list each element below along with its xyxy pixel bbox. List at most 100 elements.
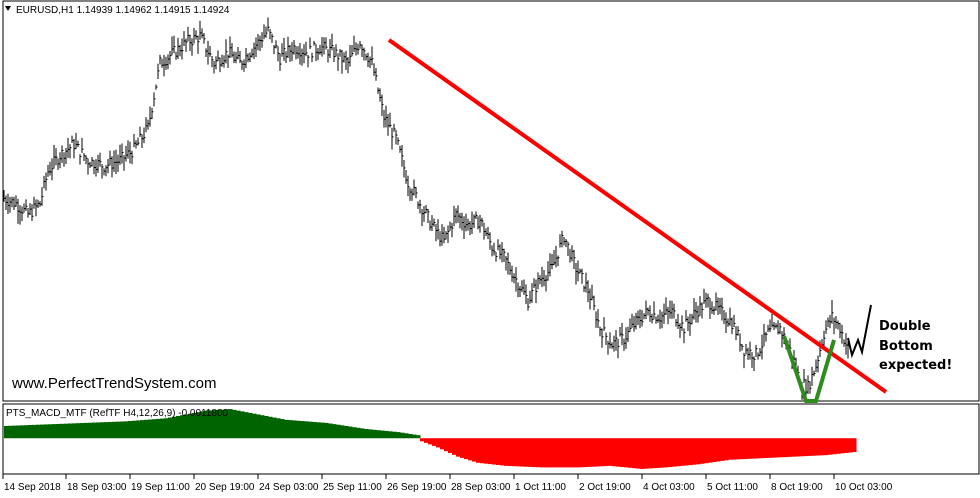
macd-bar-positive — [144, 419, 149, 439]
macd-bar-negative — [496, 438, 501, 465]
macd-bar-positive — [396, 432, 401, 439]
macd-bar-negative — [584, 438, 589, 468]
x-tick-label: 5 Oct 11:00 — [707, 482, 758, 493]
macd-bar-positive — [332, 424, 337, 439]
macd-bar-positive — [72, 423, 77, 439]
macd-bar-negative — [700, 438, 705, 464]
macd-bar-positive — [88, 422, 93, 439]
macd-bar-positive — [92, 422, 97, 439]
macd-bar-negative — [436, 438, 441, 448]
x-tick-label: 28 Sep 03:00 — [451, 482, 511, 493]
macd-bar-positive — [176, 415, 181, 439]
w-pattern-mark — [847, 304, 872, 359]
macd-bar-positive — [164, 418, 169, 439]
macd-bar-positive — [384, 430, 389, 439]
macd-bar-positive — [168, 417, 173, 439]
annotation-line-1: Double — [879, 319, 931, 334]
macd-bar-negative — [580, 438, 585, 468]
macd-bar-positive — [316, 422, 321, 439]
macd-bar-negative — [848, 438, 853, 453]
macd-bar-negative — [588, 438, 593, 467]
macd-bar-positive — [36, 424, 41, 439]
macd-bar-negative — [684, 438, 689, 466]
macd-bar-positive — [344, 425, 349, 439]
macd-bar-positive — [112, 421, 117, 439]
double-bottom-v-mark — [782, 335, 836, 403]
macd-bar-negative — [424, 438, 429, 443]
macd-bar-negative — [716, 438, 721, 462]
macd-bar-negative — [600, 438, 605, 467]
macd-bar-negative — [428, 438, 433, 445]
macd-bar-positive — [348, 426, 353, 439]
macd-bar-positive — [272, 417, 277, 439]
macd-bar-positive — [136, 420, 141, 439]
macd-bar-negative — [504, 438, 509, 466]
macd-bar-negative — [692, 438, 697, 465]
macd-bar-positive — [40, 424, 45, 439]
macd-bar-positive — [340, 425, 345, 439]
macd-bar-positive — [380, 430, 385, 439]
macd-bar-positive — [308, 421, 313, 439]
annotation-line-2: Bottom — [879, 339, 933, 354]
macd-bar-negative — [784, 438, 789, 458]
macd-bar-negative — [620, 438, 625, 468]
macd-bar-positive — [412, 434, 417, 439]
macd-bar-positive — [400, 432, 405, 439]
macd-bar-negative — [808, 438, 813, 456]
macd-bar-positive — [376, 430, 381, 439]
x-tick-label: 20 Sep 19:00 — [195, 482, 255, 493]
macd-bar-positive — [356, 427, 361, 439]
x-tick-label: 25 Sep 11:00 — [323, 482, 382, 493]
annotation-line-3: expected! — [879, 358, 952, 373]
x-tick-label: 24 Sep 03:00 — [259, 482, 319, 493]
macd-bar-positive — [80, 423, 85, 439]
macd-bar-negative — [664, 438, 669, 468]
macd-bar-positive — [248, 412, 253, 439]
macd-bar-positive — [120, 421, 125, 439]
macd-bar-negative — [832, 438, 837, 455]
macd-bar-negative — [452, 438, 457, 455]
macd-bar-negative — [668, 438, 673, 468]
macd-bar-negative — [476, 438, 481, 463]
macd-bar-positive — [16, 425, 21, 439]
macd-bar-positive — [260, 415, 265, 439]
macd-bar-positive — [100, 422, 105, 439]
macd-bar-positive — [312, 421, 317, 439]
macd-bar-positive — [116, 421, 121, 439]
macd-bar-positive — [56, 423, 61, 439]
macd-bar-positive — [364, 429, 369, 439]
macd-bar-negative — [544, 438, 549, 468]
macd-bar-negative — [576, 438, 581, 468]
macd-bar-positive — [64, 423, 69, 439]
macd-bar-negative — [724, 438, 729, 461]
x-axis: 14 Sep 2018 18 Sep 03:00 19 Sep 11:00 20 Se… — [2, 474, 893, 493]
macd-bar-negative — [740, 438, 745, 460]
macd-bar-positive — [20, 425, 25, 439]
macd-bar-negative — [640, 438, 645, 469]
macd-bar-positive — [152, 419, 157, 439]
macd-bar-positive — [212, 410, 217, 439]
macd-bar-positive — [32, 424, 37, 439]
macd-bar-positive — [132, 420, 137, 439]
macd-bar-negative — [824, 438, 829, 456]
macd-bar-positive — [60, 423, 65, 439]
macd-bar-positive — [24, 425, 29, 439]
macd-bar-negative — [796, 438, 801, 457]
macd-bar-negative — [744, 438, 749, 459]
macd-bar-positive — [128, 421, 133, 439]
macd-bar-negative — [748, 438, 753, 459]
macd-bar-negative — [696, 438, 701, 465]
macd-bar-positive — [264, 415, 269, 439]
macd-bar-positive — [96, 422, 101, 439]
macd-bar-negative — [488, 438, 493, 465]
macd-bar-positive — [204, 410, 209, 439]
macd-bar-negative — [480, 438, 485, 464]
macd-bar-positive — [84, 422, 89, 439]
macd-bar-positive — [28, 425, 33, 439]
dropdown-triangle-icon[interactable] — [5, 6, 11, 11]
macd-bar-negative — [780, 438, 785, 458]
macd-bar-positive — [408, 433, 413, 439]
macd-bar-negative — [612, 438, 617, 467]
macd-bar-negative — [680, 438, 685, 466]
macd-bar-positive — [48, 424, 53, 439]
